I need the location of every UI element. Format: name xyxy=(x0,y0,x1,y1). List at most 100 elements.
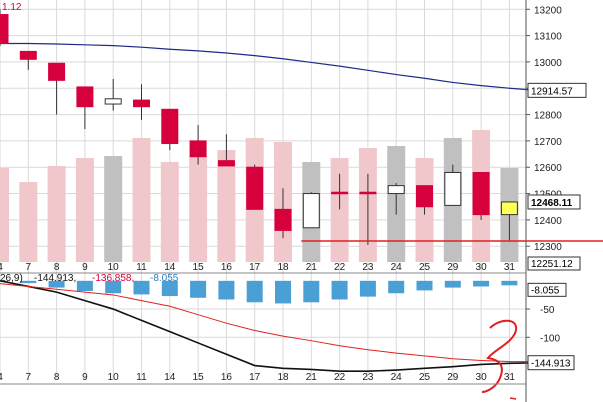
date-label-bottom: 22 xyxy=(334,372,346,383)
histogram-bar xyxy=(105,280,122,294)
candle-body xyxy=(48,62,66,81)
date-label-bottom: 16 xyxy=(221,372,233,383)
macd-legend: 26,9) -144.913, -136.858, -8.055 xyxy=(0,273,179,284)
volume-bar xyxy=(160,162,179,262)
lower-value-box xyxy=(527,256,581,271)
date-label-bottom: 10 xyxy=(108,372,120,383)
date-label-top: 31 xyxy=(504,262,516,273)
date-label-bottom: 21 xyxy=(306,372,318,383)
histogram-bar xyxy=(48,280,65,288)
date-label-top: 17 xyxy=(249,262,261,273)
volume-bar xyxy=(217,150,236,262)
histogram-bar xyxy=(303,280,320,303)
date-label-bottom: 15 xyxy=(193,372,205,383)
legend-entry: -144.913, xyxy=(34,273,76,284)
date-label-bottom: 25 xyxy=(419,372,431,383)
histogram-bar xyxy=(246,280,263,303)
volume-bar xyxy=(19,182,38,262)
macd-tick-label: -100 xyxy=(540,333,560,344)
date-label-bottom: 29 xyxy=(447,372,459,383)
macd-histogram xyxy=(0,280,518,304)
candle-body xyxy=(133,99,150,108)
histogram-bar xyxy=(388,280,405,294)
candle-body xyxy=(274,208,292,231)
volume-bar xyxy=(0,168,9,262)
date-label-bottom: 8 xyxy=(54,372,60,383)
lower-value-label: 12251.12 xyxy=(531,259,573,270)
macd-value-box xyxy=(527,355,575,371)
histogram-bar xyxy=(190,280,207,298)
price-tick-label: 12700 xyxy=(534,137,562,148)
candlesticks xyxy=(0,9,518,245)
date-label-top: 7 xyxy=(26,262,32,273)
date-label-top: 15 xyxy=(193,262,205,273)
date-label-bottom: 14 xyxy=(164,372,176,383)
histogram-bar xyxy=(20,280,37,284)
axes xyxy=(0,0,530,402)
candle-body xyxy=(472,171,490,216)
date-label-top: 24 xyxy=(391,262,403,273)
candle-body xyxy=(161,108,179,145)
date-label-top: 22 xyxy=(334,262,346,273)
hand-drawn-mark xyxy=(481,319,518,393)
histogram-bar xyxy=(133,280,150,295)
histogram-bar xyxy=(501,280,518,286)
price-tick-label: 12400 xyxy=(534,216,562,227)
hand-drawn-mark xyxy=(509,397,517,400)
hist-value-box xyxy=(527,282,567,297)
date-label-top: 14 xyxy=(164,262,176,273)
price-tick-label: 12600 xyxy=(534,163,562,174)
date-label-bottom: 24 xyxy=(391,372,403,383)
date-label-bottom: 17 xyxy=(249,372,261,383)
signal-line xyxy=(0,283,538,363)
last-price-box xyxy=(527,194,581,210)
date-label-top: 11 xyxy=(136,262,147,273)
date-label-top: 30 xyxy=(476,262,488,273)
ma-value-label: 12914.57 xyxy=(531,86,573,97)
macd-lines xyxy=(0,280,538,372)
date-label-bottom: 7 xyxy=(26,372,32,383)
date-label-top: 23 xyxy=(362,262,374,273)
date-label-top: 18 xyxy=(277,262,289,273)
price-tick-label: 12300 xyxy=(534,242,562,253)
legend-entry: 26,9) xyxy=(0,273,23,284)
candle-body xyxy=(246,166,264,210)
candle-body xyxy=(387,185,405,195)
histogram-bar xyxy=(444,280,461,288)
volume-bar xyxy=(330,158,349,262)
volume-bar xyxy=(104,156,123,262)
date-label-bottom: 30 xyxy=(476,372,488,383)
price-tick-label: 12800 xyxy=(534,111,562,122)
date-label-bottom: 31 xyxy=(504,372,516,383)
date-label-bottom: 11 xyxy=(136,372,147,383)
legend-entry: -136.858, xyxy=(92,273,134,284)
ma-value-box xyxy=(527,82,587,98)
date-label-bottom: 23 xyxy=(362,372,374,383)
candle-body xyxy=(76,86,94,108)
price-tick-label: 13200 xyxy=(534,5,562,16)
candle-body xyxy=(104,98,122,105)
histogram-bar xyxy=(416,280,433,291)
histogram-bar xyxy=(331,280,348,300)
macd-value-label: -144.913 xyxy=(531,359,571,370)
volume-bar xyxy=(132,138,151,262)
price-tick-label: 13100 xyxy=(534,32,562,43)
date-label-top: 16 xyxy=(221,262,233,273)
date-label-top: 29 xyxy=(447,262,459,273)
candle-body xyxy=(500,201,518,216)
candle-body xyxy=(189,140,207,158)
date-label-top: 8 xyxy=(54,262,60,273)
histogram-bar xyxy=(161,280,178,297)
top-left-label: 1.12 xyxy=(2,2,22,13)
last-price-label: 12468.11 xyxy=(531,198,573,209)
annotations xyxy=(481,319,518,400)
date-label-top: 10 xyxy=(108,262,120,273)
candle-body xyxy=(19,50,37,60)
candle-body xyxy=(331,191,349,195)
date-label-top: 25 xyxy=(419,262,431,273)
candle-body xyxy=(217,160,235,167)
date-label-top: 9 xyxy=(82,262,88,273)
macd-line xyxy=(0,280,538,372)
candle-body xyxy=(359,191,377,195)
